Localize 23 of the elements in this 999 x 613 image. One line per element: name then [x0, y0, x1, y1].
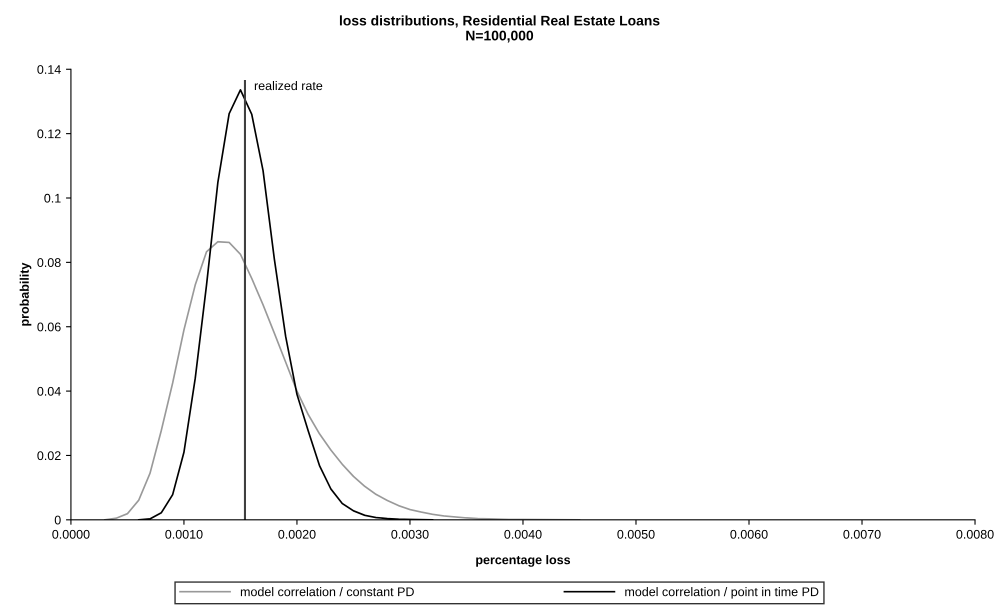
y-tick-label: 0.02 — [37, 451, 61, 460]
legend-label: model correlation / constant PD — [240, 587, 414, 596]
y-tick-label: 0.08 — [37, 258, 61, 268]
x-tick-label: 0.0050 — [617, 530, 655, 539]
y-tick-label: 0.1 — [44, 194, 61, 203]
y-tick-label: 0.06 — [37, 322, 61, 332]
y-tick-label: 0.12 — [37, 129, 61, 138]
chart-title: loss distributions, Residential Real Estate Loans N=100,000 — [340, 15, 660, 42]
x-tick-label: 0.0020 — [278, 530, 316, 539]
x-tick-label: 0.0030 — [391, 530, 429, 539]
x-tick-label: 0.0040 — [504, 530, 542, 539]
x-axis-title: percentage loss — [476, 555, 570, 567]
y-tick-label: 0.14 — [37, 65, 61, 74]
y-axis-title: probability — [20, 262, 32, 326]
ref-line-label: realized rate — [254, 80, 322, 90]
legend-label: model correlation / point in time PD — [625, 587, 818, 599]
y-tick-label: 0 — [54, 516, 61, 524]
x-tick-label: 0.0010 — [165, 530, 203, 539]
y-tick-label: 0.04 — [37, 386, 61, 396]
x-tick-label: 0.0060 — [730, 530, 768, 539]
x-tick-label: 0.0070 — [843, 530, 881, 539]
x-tick-label: 0.0080 — [956, 530, 994, 539]
x-tick-label: 0.0000 — [52, 530, 90, 539]
